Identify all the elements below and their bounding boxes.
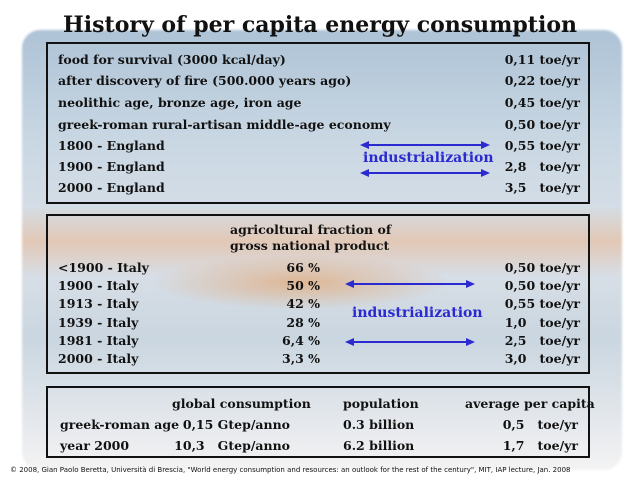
summary-row-consumption: 10,3 Gtep/anno	[174, 438, 290, 453]
history-row-label: 2000 - England	[58, 180, 165, 195]
italy-row-fraction: 42 %	[286, 296, 320, 311]
italy-row-value: 2,5 toe/yr	[504, 333, 580, 348]
fraction-header: gross national product	[230, 238, 390, 253]
history-row-value: 3,5 toe/yr	[504, 180, 580, 195]
history-row-value: 0,11 toe/yr	[504, 52, 580, 67]
summary-row-population: 6.2 billion	[343, 438, 415, 453]
history-row-value: 0,55 toe/yr	[504, 138, 580, 153]
history-row-value: 0,45 toe/yr	[504, 95, 580, 110]
italy-row-value: 0,50 toe/yr	[504, 278, 580, 293]
background-photo	[22, 30, 622, 470]
double-arrow-icon	[360, 169, 490, 177]
italy-row-label: 1981 - Italy	[58, 333, 139, 348]
italy-row-fraction: 6,4 %	[282, 333, 320, 348]
italy-row-fraction: 28 %	[286, 315, 320, 330]
summary-row-population: 0.3 billion	[343, 417, 415, 432]
italy-row-label: 2000 - Italy	[58, 351, 139, 366]
history-row-value: 2,8 toe/yr	[504, 159, 580, 174]
history-row-label: neolithic age, bronze age, iron age	[58, 95, 302, 110]
italy-row-value: 0,50 toe/yr	[504, 260, 580, 275]
fraction-header: agricoltural fraction of	[230, 222, 392, 237]
italy-table-box	[46, 214, 590, 374]
italy-row-value: 1,0 toe/yr	[504, 315, 580, 330]
italy-row-label: <1900 - Italy	[58, 260, 149, 275]
summary-row-average: 0,5 toe/yr	[502, 417, 578, 432]
summary-table-box	[46, 386, 590, 458]
background-glow	[150, 255, 450, 310]
history-row-value: 0,50 toe/yr	[504, 117, 580, 132]
double-arrow-icon	[345, 280, 475, 288]
italy-row-label: 1900 - Italy	[58, 278, 139, 293]
history-row-value: 0,22 toe/yr	[504, 73, 580, 88]
italy-row-label: 1913 - Italy	[58, 296, 139, 311]
summary-header: global consumption	[172, 396, 311, 411]
italy-row-value: 0,55 toe/yr	[504, 296, 580, 311]
italy-row-value: 3,0 toe/yr	[504, 351, 580, 366]
summary-row-label: year 2000	[60, 438, 130, 453]
history-row-label: 1900 - England	[58, 159, 165, 174]
history-row-label: after discovery of fire (500.000 years a…	[58, 73, 352, 88]
summary-row-label: greek-roman age	[60, 417, 180, 432]
summary-header: average per capita	[465, 396, 595, 411]
italy-row-fraction: 3,3 %	[282, 351, 320, 366]
italy-row-fraction: 50 %	[286, 278, 320, 293]
industrialization-label: industrialization	[352, 305, 483, 321]
history-row-label: food for survival (3000 kcal/day)	[58, 52, 286, 67]
summary-header: population	[343, 396, 419, 411]
italy-row-label: 1939 - Italy	[58, 315, 139, 330]
history-row-label: 1800 - England	[58, 138, 165, 153]
double-arrow-icon	[345, 338, 475, 346]
summary-row-average: 1,7 toe/yr	[502, 438, 578, 453]
italy-row-fraction: 66 %	[286, 260, 320, 275]
history-row-label: greek-roman rural-artisan middle-age eco…	[58, 117, 391, 132]
page-title: History of per capita energy consumption	[63, 12, 577, 38]
double-arrow-icon	[360, 141, 490, 149]
industrialization-label: industrialization	[363, 150, 494, 166]
history-table-box	[46, 42, 590, 204]
summary-row-consumption: 0,15 Gtep/anno	[182, 417, 290, 432]
copyright-footer: © 2008, Gian Paolo Beretta, Università d…	[10, 466, 571, 474]
